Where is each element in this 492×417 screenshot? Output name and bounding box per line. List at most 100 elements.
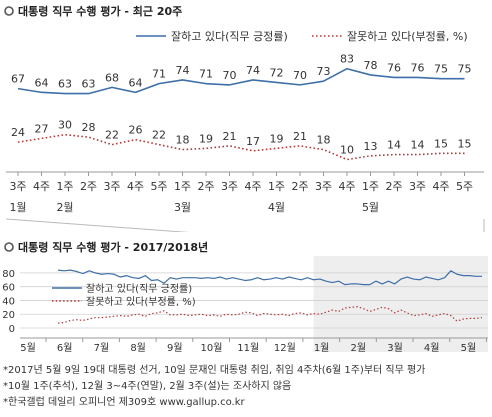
- top-chart-plot: 67 64 63 63 68 64 71 74 71 70 74 72 70 73 83 78 76 76 75 75…: [5, 53, 485, 232]
- legend-approve-label: 잘하고 있다(직무 긍정률): [171, 29, 288, 43]
- top-month-label: 2월: [56, 201, 73, 214]
- bottom-approve-line: [57, 269, 482, 286]
- disapprove-data-label: 15: [458, 137, 472, 150]
- disapprove-data-label: 13: [364, 140, 378, 153]
- approve-data-label: 64: [35, 76, 49, 89]
- approve-data-label: 74: [246, 64, 260, 77]
- bottom-legend-approve-label: 잘하고 있다(직무 긍정률): [86, 282, 192, 295]
- approve-line: [17, 67, 465, 95]
- bottom-y-tick-label: 20: [2, 310, 15, 321]
- top-x-tick-label: 3주: [221, 180, 238, 193]
- top-x-tick-label: 3주: [103, 180, 120, 193]
- bottom-chart-plot: 0 20 40 60 80 5월 6월 7월 8월 9월 10월 11월 12월 1월 2월 3월 4월 5월: [2, 256, 488, 354]
- disapprove-data-label: 28: [82, 121, 96, 134]
- bottom-month-label: 3월: [387, 342, 403, 354]
- top-x-tick-label: 2주: [80, 180, 97, 193]
- bottom-y-tick-label: 80: [2, 269, 15, 280]
- bottom-legend-disapprove-label: 잘못하고 있다(부정률, %): [86, 295, 196, 308]
- top-x-tick-label: 1주: [268, 180, 285, 193]
- top-month-label: 4월: [268, 201, 285, 214]
- disapprove-data-label: 26: [129, 124, 143, 137]
- approve-data-label: 76: [387, 61, 401, 74]
- circle-bullet-icon: [4, 242, 14, 252]
- top-chart-legend: 잘하고 있다(직무 긍정률) 잘못하고 있다(부정률, %): [136, 29, 468, 43]
- top-chart-title: 대통령 직무 수행 평가 - 최근 20주: [4, 4, 182, 18]
- top-x-tick-label: 2주: [291, 180, 308, 193]
- top-x-tick-label: 4주: [33, 180, 50, 193]
- bottom-chart-title: 대통령 직무 수행 평가 - 2017/2018년: [4, 240, 208, 254]
- recent-period-shade: [313, 256, 488, 352]
- top-month-label: 1월: [9, 201, 26, 214]
- disapprove-data-label: 21: [223, 130, 237, 143]
- bottom-month-label: 9월: [167, 342, 183, 354]
- approve-data-label: 70: [293, 69, 307, 82]
- top-x-tick-label: 2주: [385, 180, 402, 193]
- bottom-month-label: 5월: [20, 342, 36, 354]
- circle-bullet-icon: [4, 6, 14, 16]
- top-x-tick-label: 4주: [338, 180, 355, 193]
- approve-data-label: 71: [199, 68, 213, 81]
- disapprove-data-label: 19: [270, 132, 284, 145]
- approve-data-label: 63: [58, 78, 72, 91]
- disapprove-data-label: 18: [176, 134, 190, 147]
- bottom-month-label: 5월: [461, 342, 477, 354]
- footnote-1: *2017년 5월 9일 19대 대통령 선거, 10일 문재인 대통령 취임,…: [3, 365, 426, 376]
- top-month-label: 5월: [362, 201, 379, 214]
- bottom-y-tick-label: 40: [2, 296, 15, 307]
- approve-data-label: 74: [176, 64, 190, 77]
- approve-data-label: 73: [317, 65, 331, 78]
- approve-data-label: 78: [364, 59, 378, 72]
- bottom-chart-legend: 잘하고 있다(직무 긍정률) 잘못하고 있다(부정률, %): [52, 282, 196, 308]
- top-x-tick-label: 5주: [456, 180, 473, 193]
- approve-data-label: 75: [434, 63, 448, 76]
- approve-data-label: 63: [82, 78, 96, 91]
- bottom-y-tick-label: 60: [2, 283, 15, 294]
- bottom-chart-title-text: 대통령 직무 수행 평가 - 2017/2018년: [18, 240, 208, 254]
- top-x-tick-label: 1주: [56, 180, 73, 193]
- disapprove-data-label: 19: [199, 132, 213, 145]
- disapprove-data-label: 10: [340, 144, 354, 157]
- top-x-tick-label: 3주: [409, 180, 426, 193]
- approve-data-label: 67: [11, 73, 25, 86]
- approve-data-label: 72: [270, 66, 284, 79]
- approve-data-label: 70: [223, 69, 237, 82]
- footnote-3: *한국갤럽 데일리 오피니언 제309호 www.gallup.co.kr: [3, 397, 245, 408]
- bottom-month-label: 6월: [57, 342, 73, 354]
- bottom-y-tick-label: 0: [9, 324, 15, 335]
- footnotes: *2017년 5월 9일 19대 대통령 선거, 10일 문재인 대통령 취임,…: [3, 363, 425, 411]
- top-x-tick-label: 4주: [432, 180, 449, 193]
- bottom-disapprove-line: [57, 306, 483, 324]
- top-x-tick-label: 1주: [174, 180, 191, 193]
- approve-data-label: 68: [105, 71, 119, 84]
- top-month-label: 3월: [174, 201, 191, 214]
- disapprove-data-label: 14: [411, 139, 425, 152]
- bottom-month-label: 4월: [424, 342, 440, 354]
- footnote-2: *10월 1주(추석), 12월 3~4주(연말), 2월 3주(설)는 조사하…: [3, 381, 292, 392]
- top-x-tick-label: 3주: [315, 180, 332, 193]
- zoom-guide-left: [5, 218, 190, 232]
- approve-data-label: 64: [129, 76, 143, 89]
- disapprove-data-label: 17: [246, 135, 260, 148]
- approve-data-label: 71: [152, 68, 166, 81]
- bottom-month-label: 1월: [314, 342, 330, 354]
- 2017-2018-chart: 대통령 직무 수행 평가 - 2017/2018년 0 20 40 60 80 5월 6월 7…: [2, 240, 488, 354]
- legend-disapprove-label: 잘못하고 있다(부정률, %): [347, 29, 468, 43]
- disapprove-data-label: 27: [35, 122, 49, 135]
- top-x-tick-label: 4주: [127, 180, 144, 193]
- top-chart-title-text: 대통령 직무 수행 평가 - 최근 20주: [18, 4, 182, 18]
- bottom-month-label: 7월: [94, 342, 110, 354]
- approve-data-label: 75: [458, 63, 472, 76]
- disapprove-data-label: 15: [434, 137, 448, 150]
- top-x-tick-label: 5주: [150, 180, 167, 193]
- approve-data-label: 76: [411, 61, 425, 74]
- disapprove-data-label: 18: [317, 134, 331, 147]
- bottom-month-label: 10월: [201, 342, 223, 354]
- bottom-month-label: 11월: [237, 342, 259, 354]
- disapprove-data-label: 30: [58, 119, 72, 132]
- top-x-tick-label: 2주: [197, 180, 214, 193]
- disapprove-data-label: 14: [387, 139, 401, 152]
- top-x-tick-label: 3주: [9, 180, 26, 193]
- recent-20-weeks-chart: 대통령 직무 수행 평가 - 최근 20주 잘하고 있다(직무 긍정률) 잘못하…: [4, 4, 485, 232]
- disapprove-data-label: 24: [11, 126, 25, 139]
- bottom-month-label: 2월: [351, 342, 367, 354]
